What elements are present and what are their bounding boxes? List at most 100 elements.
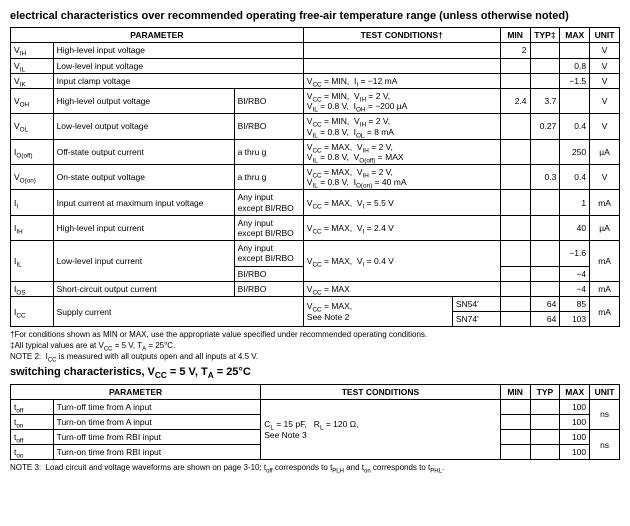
- max: 100: [560, 445, 590, 460]
- unit: µA: [590, 139, 620, 164]
- desc: Input current at maximum input voltage: [53, 190, 234, 215]
- max: −1.5: [560, 73, 590, 88]
- table-row: toff Turn-off time from A input CL = 15 …: [11, 399, 620, 414]
- sym: ton: [11, 414, 54, 429]
- typ: 64: [530, 312, 560, 327]
- sym: VO(on): [11, 165, 54, 190]
- table-row: VOL Low-level output voltage BI/RBO VCC …: [11, 114, 620, 139]
- unit: V: [590, 165, 620, 190]
- hdr-param: PARAMETER: [11, 384, 261, 399]
- cond: VCC = MIN, II = −12 mA: [303, 73, 500, 88]
- hdr-unit: UNIT: [590, 384, 620, 399]
- dev: SN74': [452, 312, 500, 327]
- max: 250: [560, 139, 590, 164]
- unit: ns: [590, 430, 620, 460]
- unit: mA: [590, 281, 620, 296]
- pin: a thru g: [234, 165, 303, 190]
- hdr-min: MIN: [500, 384, 530, 399]
- switch-title: switching characteristics, VCC = 5 V, TA…: [10, 366, 620, 379]
- sym: VOL: [11, 114, 54, 139]
- desc: Off-state output current: [53, 139, 234, 164]
- max: 85: [560, 296, 590, 311]
- table-row: VIL Low-level input voltage 0.8 V: [11, 58, 620, 73]
- elec-title: electrical characteristics over recommen…: [10, 10, 620, 23]
- desc: Turn-on time from RBI input: [53, 445, 261, 460]
- desc: Turn-on time from A input: [53, 414, 261, 429]
- pin: Any input except BI/RBO: [234, 190, 303, 215]
- typ: 64: [530, 296, 560, 311]
- table-row: IIH High-level input current Any input e…: [11, 215, 620, 240]
- pin: BI/RBO: [234, 281, 303, 296]
- desc: High-level input voltage: [53, 43, 303, 58]
- footnote: NOTE 3: Load circuit and voltage wavefor…: [10, 463, 620, 473]
- desc: Turn-off time from A input: [53, 399, 261, 414]
- dev: SN54': [452, 296, 500, 311]
- max: 1: [560, 190, 590, 215]
- footnote: NOTE 2: ICC is measured with all outputs…: [10, 352, 620, 362]
- footnotes-elec: †For conditions shown as MIN or MAX, use…: [10, 330, 620, 362]
- hdr-max: MAX: [560, 384, 590, 399]
- sym: VOH: [11, 88, 54, 113]
- cond: VCC = MAX, VI = 2.4 V: [303, 215, 500, 240]
- sym: IIL: [11, 241, 54, 282]
- table-row: IOS Short-circuit output current BI/RBO …: [11, 281, 620, 296]
- unit: mA: [590, 190, 620, 215]
- sym: II: [11, 190, 54, 215]
- desc: High-level output voltage: [53, 88, 234, 113]
- sym: VIK: [11, 73, 54, 88]
- max: −4: [560, 266, 590, 281]
- hdr-min: MIN: [500, 28, 530, 43]
- elec-table: PARAMETER TEST CONDITIONS† MIN TYP‡ MAX …: [10, 27, 620, 327]
- cond: VCC = MAX, VIH = 2 V,VIL = 0.8 V, IO(on)…: [303, 165, 500, 190]
- unit: V: [590, 88, 620, 113]
- unit: ns: [590, 399, 620, 429]
- desc: On-state output voltage: [53, 165, 234, 190]
- pin: Any input except BI/RBO: [234, 241, 303, 266]
- unit: V: [590, 114, 620, 139]
- pin: BI/RBO: [234, 114, 303, 139]
- max: 0.4: [560, 114, 590, 139]
- max: 0.8: [560, 58, 590, 73]
- desc: Low-level input current: [53, 241, 234, 282]
- desc: Supply current: [53, 296, 303, 326]
- sym: IOS: [11, 281, 54, 296]
- sym: ICC: [11, 296, 54, 326]
- unit: V: [590, 58, 620, 73]
- cond: CL = 15 pF, RL = 120 Ω,See Note 3: [261, 399, 501, 460]
- pin: BI/RBO: [234, 266, 303, 281]
- hdr-typ: TYP‡: [530, 28, 560, 43]
- hdr-unit: UNIT: [590, 28, 620, 43]
- hdr-max: MAX: [560, 28, 590, 43]
- hdr-test: TEST CONDITIONS: [261, 384, 501, 399]
- max: −1.6: [560, 241, 590, 266]
- max: 103: [560, 312, 590, 327]
- unit: µA: [590, 215, 620, 240]
- desc: Turn-off time from RBI input: [53, 430, 261, 445]
- max: 100: [560, 430, 590, 445]
- pin: BI/RBO: [234, 88, 303, 113]
- sym: IO(off): [11, 139, 54, 164]
- pin: a thru g: [234, 139, 303, 164]
- unit: mA: [590, 296, 620, 326]
- max: −4: [560, 281, 590, 296]
- min: 2.4: [500, 88, 530, 113]
- footnote: ‡All typical values are at VCC = 5 V, TA…: [10, 341, 620, 351]
- sym: toff: [11, 399, 54, 414]
- desc: Short-circuit output current: [53, 281, 234, 296]
- unit: V: [590, 43, 620, 58]
- desc: Input clamp voltage: [53, 73, 303, 88]
- cond: VCC = MIN, VIH = 2 V,VIL = 0.8 V, IOH = …: [303, 88, 500, 113]
- sym: toff: [11, 430, 54, 445]
- hdr-test: TEST CONDITIONS†: [303, 28, 500, 43]
- footnotes-switch: NOTE 3: Load circuit and voltage wavefor…: [10, 463, 620, 473]
- max: 100: [560, 414, 590, 429]
- unit: V: [590, 73, 620, 88]
- hdr-typ: TYP: [530, 384, 560, 399]
- footnote: †For conditions shown as MIN or MAX, use…: [10, 330, 620, 340]
- cond: VCC = MAX, VI = 0.4 V: [303, 241, 500, 282]
- typ: 0.3: [530, 165, 560, 190]
- unit: mA: [590, 241, 620, 282]
- table-row: VO(on) On-state output voltage a thru g …: [11, 165, 620, 190]
- max: 40: [560, 215, 590, 240]
- table-row: II Input current at maximum input voltag…: [11, 190, 620, 215]
